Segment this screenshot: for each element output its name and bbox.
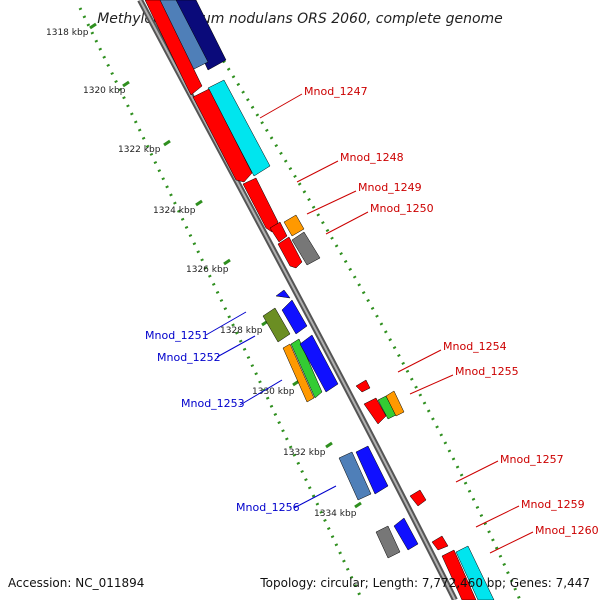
gene-blue-mnod-1252 <box>281 299 308 335</box>
gene-blue-mnod-1253 <box>299 334 339 393</box>
accession-text: Accession: NC_011894 <box>8 576 144 590</box>
label-mnod-1252: Mnod_1252 <box>157 351 221 364</box>
gene-gray-bottom <box>375 525 401 559</box>
topology-text: Topology: circular; Length: 7,772,460 bp… <box>259 576 590 590</box>
gene-red-mnod-1254 <box>355 379 371 393</box>
gene-red-mnod-1250b <box>277 236 303 269</box>
gene-orange-mnod-1255 <box>385 390 405 417</box>
tick-label-1328: 1328 kbp <box>220 326 263 336</box>
gene-orange-mnod-1253 <box>282 343 315 403</box>
gene-red-mnod-1250a <box>269 221 288 243</box>
label-mnod-1254: Mnod_1254 <box>443 340 507 353</box>
gene-blue-small <box>275 289 291 299</box>
tick-label-1320: 1320 kbp <box>83 86 126 96</box>
label-mnod-1257: Mnod_1257 <box>500 453 564 466</box>
gene-red-top <box>144 0 203 96</box>
tick-label-1330: 1330 kbp <box>252 387 295 397</box>
gene-blue-mnod-1256 <box>355 445 389 495</box>
gene-red-mnod-1255a <box>363 397 387 425</box>
label-mnod-1255: Mnod_1255 <box>455 365 519 378</box>
label-mnod-1251: Mnod_1251 <box>145 329 209 342</box>
label-leader-lines <box>205 93 534 554</box>
label-mnod-1256: Mnod_1256 <box>236 501 300 514</box>
right-dotted-track <box>183 0 522 600</box>
genome-backbone <box>137 0 458 600</box>
gene-green-mnod-1253 <box>290 338 323 399</box>
tick-label-1332: 1332 kbp <box>283 448 326 458</box>
gene-labels: Mnod_1247 Mnod_1248 Mnod_1249 Mnod_1250 … <box>145 85 599 537</box>
label-mnod-1247: Mnod_1247 <box>304 85 368 98</box>
label-mnod-1253: Mnod_1253 <box>181 397 245 410</box>
gene-olive-mnod-1251 <box>262 307 291 343</box>
tick-label-1324: 1324 kbp <box>153 206 196 216</box>
gene-red-mnod-1260 <box>441 549 477 600</box>
label-mnod-1260: Mnod_1260 <box>535 524 599 537</box>
label-mnod-1248: Mnod_1248 <box>340 151 404 164</box>
tick-label-1318: 1318 kbp <box>46 28 89 38</box>
scale-ticks: 1318 kbp 1320 kbp 1322 kbp 1324 kbp 1326… <box>46 22 362 519</box>
gene-cyan-mnod-1260 <box>455 545 495 600</box>
gene-orange-mnod-1249 <box>283 214 305 237</box>
label-mnod-1250: Mnod_1250 <box>370 202 434 215</box>
gene-gray-mnod-1250 <box>291 231 321 266</box>
gene-steelblue-mnod-1256 <box>338 451 372 501</box>
tick-label-1322: 1322 kbp <box>118 145 161 155</box>
label-mnod-1249: Mnod_1249 <box>358 181 422 194</box>
tick-label-1326: 1326 kbp <box>186 265 229 275</box>
tick-label-1334: 1334 kbp <box>314 509 357 519</box>
gene-red-mnod-1248 <box>192 88 253 183</box>
label-mnod-1259: Mnod_1259 <box>521 498 585 511</box>
gene-features <box>144 0 495 600</box>
gene-red-mnod-1257 <box>409 489 427 507</box>
gene-blue-bottom <box>393 517 419 551</box>
gene-red-mnod-1259 <box>431 535 449 551</box>
